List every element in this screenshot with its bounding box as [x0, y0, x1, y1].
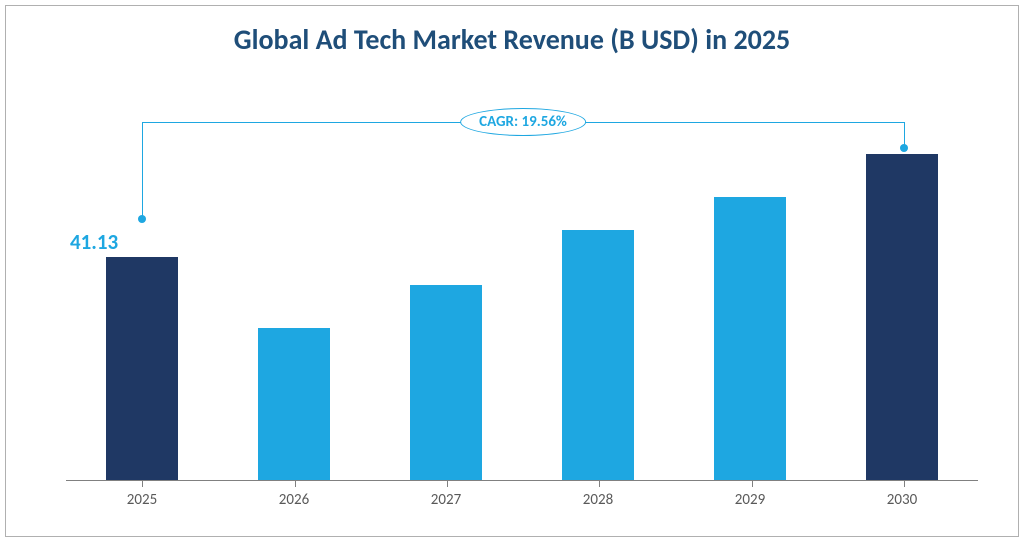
x-axis-tick: [295, 481, 296, 487]
x-axis-tick: [752, 481, 753, 487]
bar-value-label: 41.13: [70, 229, 118, 255]
x-axis-tick: [142, 481, 143, 487]
chart-title: Global Ad Tech Market Revenue (B USD) in…: [6, 22, 1018, 57]
bar-2029: [714, 197, 786, 481]
bar-2026: [258, 328, 330, 481]
bar-slot: [674, 121, 826, 481]
x-axis-label: 2027: [370, 491, 522, 509]
x-axis-label: 2030: [826, 491, 978, 509]
x-axis-labels: 202520262027202820292030: [66, 491, 978, 509]
bar-2028: [562, 230, 634, 481]
bar-slot: [370, 121, 522, 481]
bar-slot: [218, 121, 370, 481]
bar-2027: [410, 285, 482, 481]
bar-slot: 41.13: [66, 121, 218, 481]
bar-slot: [826, 121, 978, 481]
x-axis-label: 2026: [218, 491, 370, 509]
chart-frame: Global Ad Tech Market Revenue (B USD) in…: [5, 5, 1019, 537]
x-axis-tick: [599, 481, 600, 487]
x-axis-tick: [447, 481, 448, 487]
bars-row: 41.13: [66, 121, 978, 481]
bar-2025: [106, 257, 178, 481]
x-axis-label: 2025: [66, 491, 218, 509]
plot-area: 41.13: [66, 121, 978, 481]
bar-2030: [866, 154, 938, 481]
x-axis-label: 2028: [522, 491, 674, 509]
bar-slot: [522, 121, 674, 481]
x-axis-tick: [904, 481, 905, 487]
x-axis-label: 2029: [674, 491, 826, 509]
x-axis-line: [66, 480, 978, 481]
